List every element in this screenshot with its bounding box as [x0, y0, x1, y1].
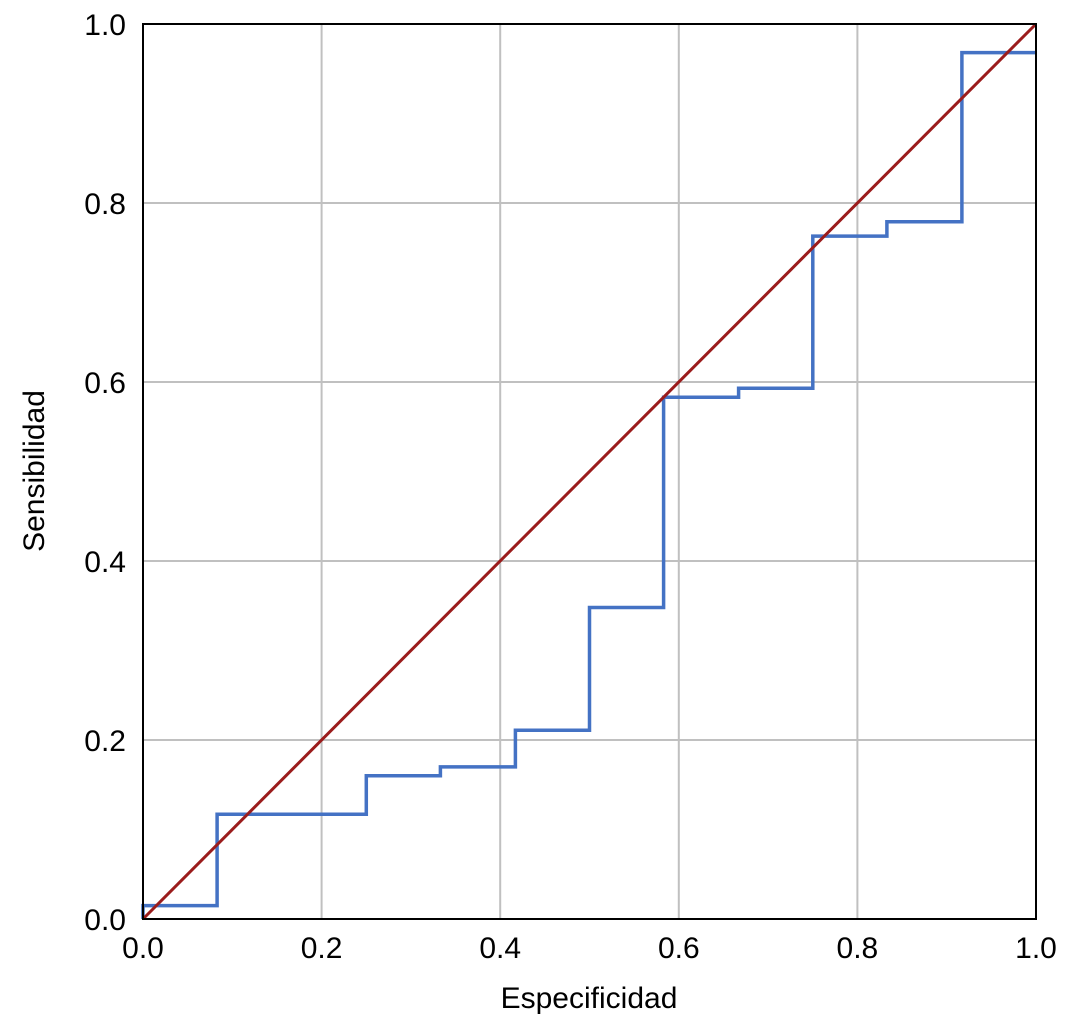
plot-frame	[142, 23, 1037, 920]
grid-lines	[143, 24, 1036, 919]
y-axis-label: Sensibilidad	[18, 390, 51, 552]
y-tick-label: 0.8	[84, 188, 126, 221]
x-axis-label: Especificidad	[501, 982, 678, 1015]
y-tick-labels: 0.0 0.2 0.4 0.6 0.8 1.0	[84, 9, 126, 937]
roc-step-line	[141, 50, 1036, 919]
y-tick-label: 0.6	[84, 367, 126, 400]
reference-diagonal-line	[141, 22, 1038, 921]
x-tick-label: 1.0	[1015, 932, 1057, 965]
y-tick-label: 0.0	[84, 904, 126, 937]
y-tick-label: 1.0	[84, 9, 126, 42]
x-tick-label: 0.8	[837, 932, 879, 965]
x-tick-labels: 0.0 0.2 0.4 0.6 0.8 1.0	[122, 932, 1057, 965]
x-tick-label: 0.0	[122, 932, 164, 965]
series-group	[141, 22, 1038, 921]
x-tick-label: 0.4	[479, 932, 521, 965]
x-tick-label: 0.6	[658, 932, 700, 965]
y-tick-label: 0.2	[84, 725, 126, 758]
y-tick-label: 0.4	[84, 546, 126, 579]
x-tick-label: 0.2	[301, 932, 343, 965]
